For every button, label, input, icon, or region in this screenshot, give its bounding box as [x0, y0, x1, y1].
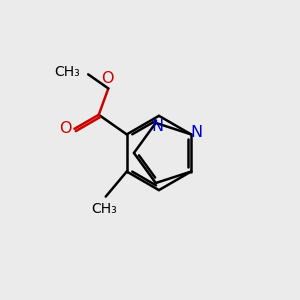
- Text: CH₃: CH₃: [92, 202, 117, 216]
- Text: O: O: [101, 71, 114, 86]
- Text: CH₃: CH₃: [54, 65, 80, 79]
- Text: N: N: [151, 119, 163, 134]
- Text: O: O: [59, 121, 71, 136]
- Text: N: N: [190, 125, 202, 140]
